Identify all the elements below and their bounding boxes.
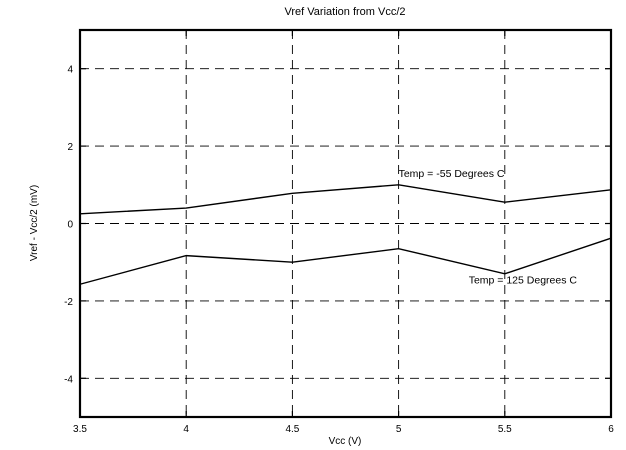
y-tick-label: 2 <box>67 142 73 153</box>
x-tick-label: 4.5 <box>285 424 299 435</box>
x-tick-label: 5.5 <box>498 424 512 435</box>
x-tick-label: 6 <box>608 424 614 435</box>
y-tick-labels: -4 -2 0 2 4 <box>64 65 73 386</box>
y-tick-label: 0 <box>67 220 73 231</box>
x-axis-label: Vcc (V) <box>329 436 362 447</box>
x-tick-label: 5 <box>396 424 402 435</box>
annotations: Temp = -55 Degrees C Temp = 125 Degrees C <box>399 168 578 286</box>
series-line-2 <box>79 237 612 285</box>
y-axis-label: Vref - Vcc/2 (mV) <box>29 185 40 261</box>
chart-title: Vref Variation from Vcc/2 <box>284 6 405 18</box>
grid <box>80 30 611 417</box>
annotation-1: Temp = -55 Degrees C <box>399 168 505 180</box>
series-line-1 <box>79 184 612 215</box>
y-tick-label: 4 <box>67 65 73 76</box>
x-tick-label: 3.5 <box>73 424 87 435</box>
series-group <box>79 184 612 285</box>
y-tick-label: -2 <box>64 297 73 308</box>
annotation-2: Temp = 125 Degrees C <box>469 274 578 286</box>
ticks <box>79 30 612 417</box>
x-tick-label: 4 <box>183 424 189 435</box>
x-tick-labels: 3.5 4 4.5 5 5.5 6 <box>73 424 614 435</box>
y-tick-label: -4 <box>64 374 73 385</box>
